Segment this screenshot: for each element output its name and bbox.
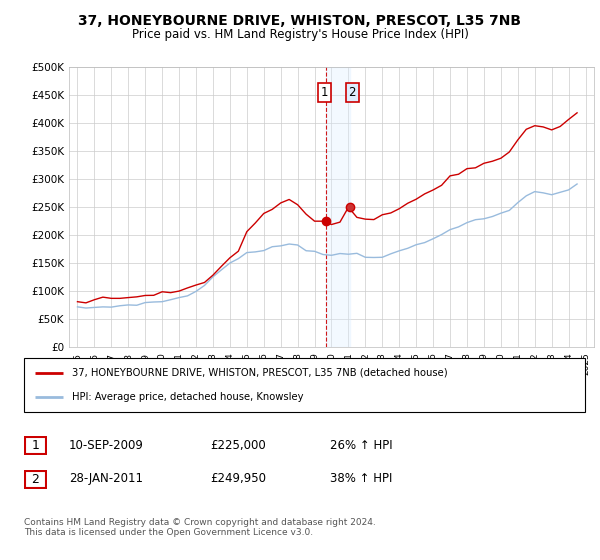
Text: 28-JAN-2011: 28-JAN-2011 bbox=[69, 472, 143, 486]
Text: HPI: Average price, detached house, Knowsley: HPI: Average price, detached house, Know… bbox=[71, 392, 303, 402]
Text: Price paid vs. HM Land Registry's House Price Index (HPI): Price paid vs. HM Land Registry's House … bbox=[131, 28, 469, 41]
Bar bbox=[326, 67, 350, 347]
Text: 1: 1 bbox=[31, 439, 40, 452]
Text: 37, HONEYBOURNE DRIVE, WHISTON, PRESCOT, L35 7NB (detached house): 37, HONEYBOURNE DRIVE, WHISTON, PRESCOT,… bbox=[71, 368, 448, 378]
Text: 1: 1 bbox=[321, 86, 328, 99]
Text: 2: 2 bbox=[349, 86, 356, 99]
Text: 26% ↑ HPI: 26% ↑ HPI bbox=[330, 438, 392, 452]
Text: £225,000: £225,000 bbox=[210, 438, 266, 452]
Text: 10-SEP-2009: 10-SEP-2009 bbox=[69, 438, 144, 452]
Text: Contains HM Land Registry data © Crown copyright and database right 2024.
This d: Contains HM Land Registry data © Crown c… bbox=[24, 518, 376, 538]
Text: £249,950: £249,950 bbox=[210, 472, 266, 486]
Text: 2: 2 bbox=[31, 473, 40, 486]
Text: 38% ↑ HPI: 38% ↑ HPI bbox=[330, 472, 392, 486]
Text: 37, HONEYBOURNE DRIVE, WHISTON, PRESCOT, L35 7NB: 37, HONEYBOURNE DRIVE, WHISTON, PRESCOT,… bbox=[79, 14, 521, 28]
